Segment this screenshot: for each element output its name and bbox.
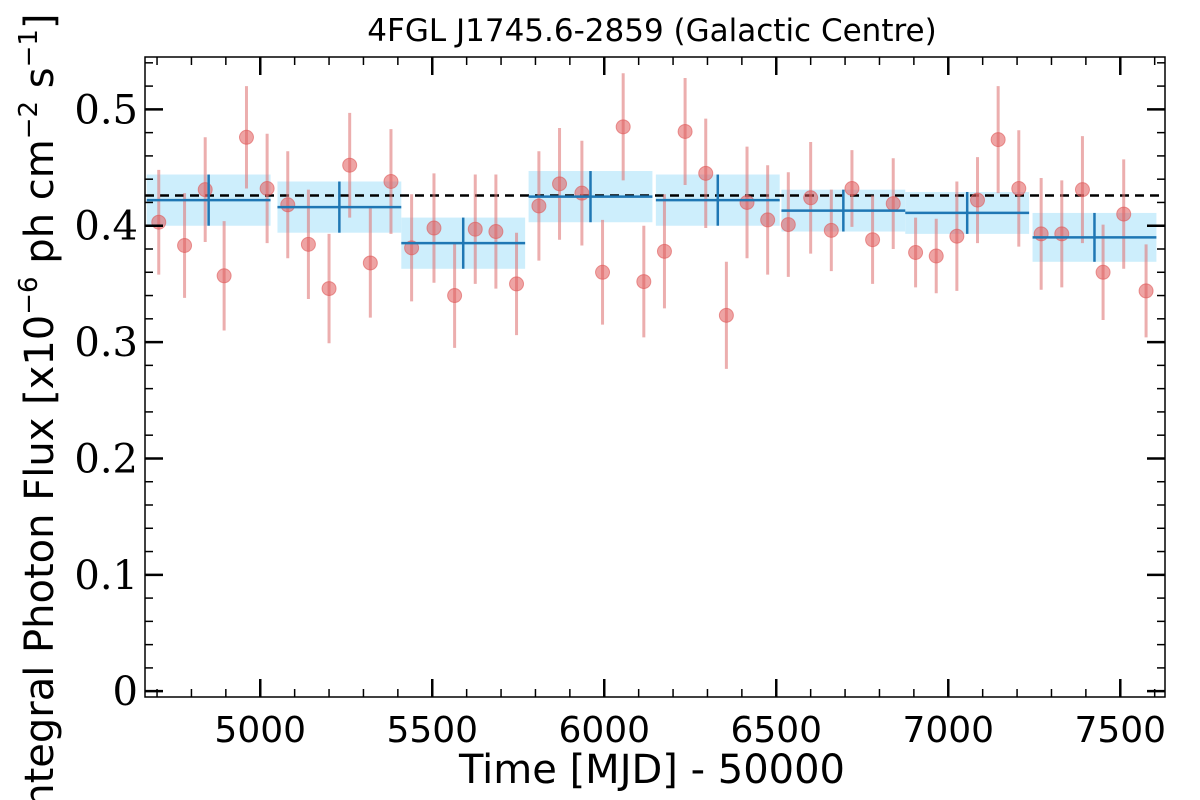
data-point xyxy=(595,264,611,280)
y-axis-label-part: Integral Photon Flux [x10 xyxy=(17,315,63,800)
data-point xyxy=(280,197,296,213)
plot-frame-border xyxy=(144,56,1166,698)
x-tick-label: 7000 xyxy=(902,710,994,751)
x-tick-label: 5000 xyxy=(214,710,306,751)
data-point xyxy=(949,228,965,244)
y-axis-label-part: ] xyxy=(17,13,63,29)
data-point xyxy=(1054,226,1070,242)
x-axis-label: Time [MJD] - 50000 xyxy=(458,747,845,793)
data-point xyxy=(1033,226,1049,242)
data-point xyxy=(259,180,275,196)
data-point xyxy=(823,222,839,238)
plot-frame xyxy=(144,56,1166,698)
data-point xyxy=(908,244,924,260)
data-point xyxy=(216,268,232,284)
data-point xyxy=(844,180,860,196)
x-tick-label: 6500 xyxy=(730,710,822,751)
x-tick-label: 7500 xyxy=(1074,710,1166,751)
data-point xyxy=(321,281,337,297)
x-tick-label: 6000 xyxy=(558,710,650,751)
y-tick-label: 0 xyxy=(113,669,138,715)
y-axis-label: Integral Photon Flux [x10−6 ph cm−2 s−1] xyxy=(14,13,63,800)
data-point xyxy=(1095,264,1111,280)
binned-points xyxy=(146,171,1157,269)
y-tick-label: 0.3 xyxy=(74,320,138,366)
data-point xyxy=(177,238,193,254)
data-point xyxy=(656,243,672,259)
data-point xyxy=(300,236,316,252)
data-point xyxy=(238,129,254,145)
data-point xyxy=(803,190,819,206)
data-point xyxy=(615,119,631,135)
data-point xyxy=(760,212,776,228)
data-point xyxy=(865,232,881,248)
data-point xyxy=(1138,283,1154,299)
data-point xyxy=(362,255,378,271)
y-axis-label-exponent: −6 xyxy=(14,276,44,314)
data-point xyxy=(574,185,590,201)
y-axis-label-part: ph cm xyxy=(17,139,63,276)
data-point xyxy=(426,220,442,236)
y-axis-label-exponent: −1 xyxy=(14,29,44,67)
data-point xyxy=(739,194,755,210)
data-point xyxy=(1116,206,1132,222)
data-point xyxy=(488,224,504,240)
y-axis-label-exponent: −2 xyxy=(14,101,44,139)
y-tick-label: 0.4 xyxy=(74,204,138,250)
data-point xyxy=(718,307,734,323)
y-tick-label: 0.1 xyxy=(74,553,138,599)
data-point xyxy=(197,182,213,198)
data-point xyxy=(698,165,714,181)
data-point xyxy=(885,196,901,212)
data-point xyxy=(447,288,463,304)
y-axis-label-part: s xyxy=(17,67,63,101)
data-point xyxy=(531,198,547,214)
tick-marks xyxy=(145,57,1165,697)
data-point xyxy=(1011,180,1027,196)
data-point xyxy=(342,157,358,173)
chart-title: 4FGL J1745.6-2859 (Galactic Centre) xyxy=(367,13,936,49)
data-point xyxy=(509,276,525,292)
data-point xyxy=(383,174,399,190)
data-point xyxy=(1074,182,1090,198)
data-point xyxy=(780,217,796,233)
data-point xyxy=(677,123,693,139)
bin-bands xyxy=(146,171,1157,269)
data-point xyxy=(990,132,1006,148)
data-point xyxy=(970,192,986,208)
y-tick-label: 0.5 xyxy=(74,87,138,133)
y-tick-label: 0.2 xyxy=(74,436,138,482)
data-point xyxy=(467,221,483,237)
data-point xyxy=(552,176,568,192)
data-point xyxy=(151,214,167,230)
tick-labels: 5000 5500 6000 6500 7000 7500 0 0.1 0.2 0.3 0.4 0.5 xyxy=(74,87,1166,751)
data-point xyxy=(928,248,944,264)
x-tick-label: 5500 xyxy=(386,710,478,751)
data-point xyxy=(636,274,652,290)
